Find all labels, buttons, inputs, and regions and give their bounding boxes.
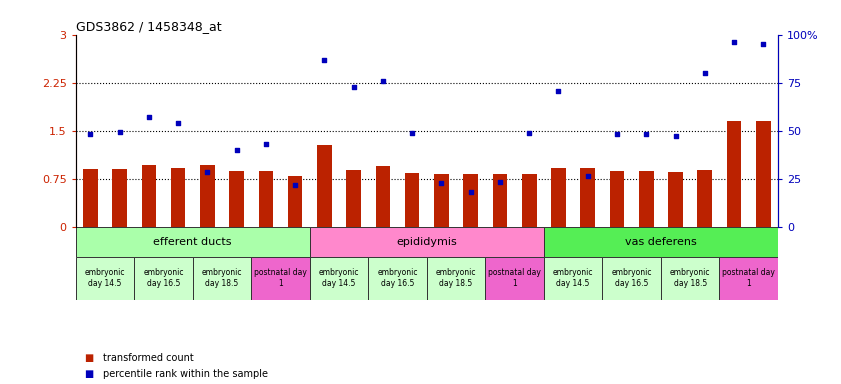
Point bbox=[376, 78, 389, 84]
Point bbox=[142, 114, 156, 120]
Text: embryonic
day 16.5: embryonic day 16.5 bbox=[143, 268, 183, 288]
Point bbox=[347, 84, 361, 90]
Text: ■: ■ bbox=[84, 369, 93, 379]
Bar bbox=[639, 171, 653, 227]
Point bbox=[698, 70, 711, 76]
Bar bbox=[76, 257, 135, 300]
Bar bbox=[376, 166, 390, 227]
Text: vas deferens: vas deferens bbox=[625, 237, 696, 247]
Bar bbox=[141, 165, 156, 227]
Bar bbox=[405, 173, 420, 227]
Bar bbox=[368, 257, 427, 300]
Point bbox=[669, 133, 682, 139]
Point bbox=[288, 182, 302, 188]
Bar bbox=[756, 121, 770, 227]
Bar bbox=[171, 168, 185, 227]
Text: postnatal day
1: postnatal day 1 bbox=[722, 268, 775, 288]
Bar bbox=[544, 227, 778, 257]
Text: embryonic
day 14.5: embryonic day 14.5 bbox=[85, 268, 125, 288]
Text: embryonic
day 18.5: embryonic day 18.5 bbox=[670, 268, 711, 288]
Text: transformed count: transformed count bbox=[103, 353, 193, 363]
Point bbox=[552, 88, 565, 94]
Bar bbox=[135, 257, 193, 300]
Bar bbox=[76, 227, 309, 257]
Point bbox=[493, 179, 506, 185]
Text: embryonic
day 14.5: embryonic day 14.5 bbox=[319, 268, 359, 288]
Bar bbox=[346, 170, 361, 227]
Bar bbox=[427, 257, 485, 300]
Bar bbox=[719, 257, 778, 300]
Bar bbox=[434, 174, 449, 227]
Text: epididymis: epididymis bbox=[396, 237, 458, 247]
Point bbox=[581, 172, 595, 179]
Bar bbox=[580, 168, 595, 227]
Point bbox=[522, 129, 536, 136]
Bar bbox=[193, 257, 251, 300]
Bar bbox=[551, 168, 566, 227]
Point bbox=[757, 41, 770, 47]
Bar bbox=[493, 174, 507, 227]
Text: ■: ■ bbox=[84, 353, 93, 363]
Point bbox=[230, 147, 243, 153]
Bar bbox=[112, 169, 127, 227]
Point bbox=[405, 129, 419, 136]
Text: embryonic
day 18.5: embryonic day 18.5 bbox=[436, 268, 476, 288]
Point bbox=[259, 141, 272, 147]
Point bbox=[611, 131, 624, 137]
Point bbox=[639, 131, 653, 137]
Point bbox=[464, 189, 478, 195]
Bar bbox=[288, 175, 303, 227]
Text: embryonic
day 14.5: embryonic day 14.5 bbox=[553, 268, 594, 288]
Bar bbox=[602, 257, 661, 300]
Bar bbox=[463, 174, 478, 227]
Bar bbox=[661, 257, 719, 300]
Point bbox=[83, 131, 97, 137]
Bar bbox=[697, 170, 712, 227]
Bar bbox=[258, 171, 273, 227]
Bar bbox=[83, 169, 98, 227]
Bar bbox=[200, 165, 214, 227]
Point bbox=[318, 57, 331, 63]
Bar bbox=[317, 145, 331, 227]
Bar bbox=[522, 174, 537, 227]
Text: embryonic
day 16.5: embryonic day 16.5 bbox=[378, 268, 418, 288]
Text: postnatal day
1: postnatal day 1 bbox=[254, 268, 307, 288]
Point bbox=[172, 120, 185, 126]
Bar bbox=[544, 257, 602, 300]
Bar bbox=[230, 171, 244, 227]
Bar bbox=[669, 172, 683, 227]
Bar bbox=[610, 171, 624, 227]
Bar bbox=[485, 257, 544, 300]
Text: embryonic
day 18.5: embryonic day 18.5 bbox=[202, 268, 242, 288]
Point bbox=[113, 129, 126, 135]
Point bbox=[435, 180, 448, 186]
Text: percentile rank within the sample: percentile rank within the sample bbox=[103, 369, 267, 379]
Bar bbox=[309, 227, 544, 257]
Bar bbox=[309, 257, 368, 300]
Text: efferent ducts: efferent ducts bbox=[153, 237, 232, 247]
Text: GDS3862 / 1458348_at: GDS3862 / 1458348_at bbox=[76, 20, 221, 33]
Bar bbox=[251, 257, 309, 300]
Bar bbox=[727, 121, 742, 227]
Text: postnatal day
1: postnatal day 1 bbox=[488, 268, 541, 288]
Text: embryonic
day 16.5: embryonic day 16.5 bbox=[611, 268, 652, 288]
Point bbox=[201, 169, 214, 175]
Point bbox=[727, 39, 741, 45]
